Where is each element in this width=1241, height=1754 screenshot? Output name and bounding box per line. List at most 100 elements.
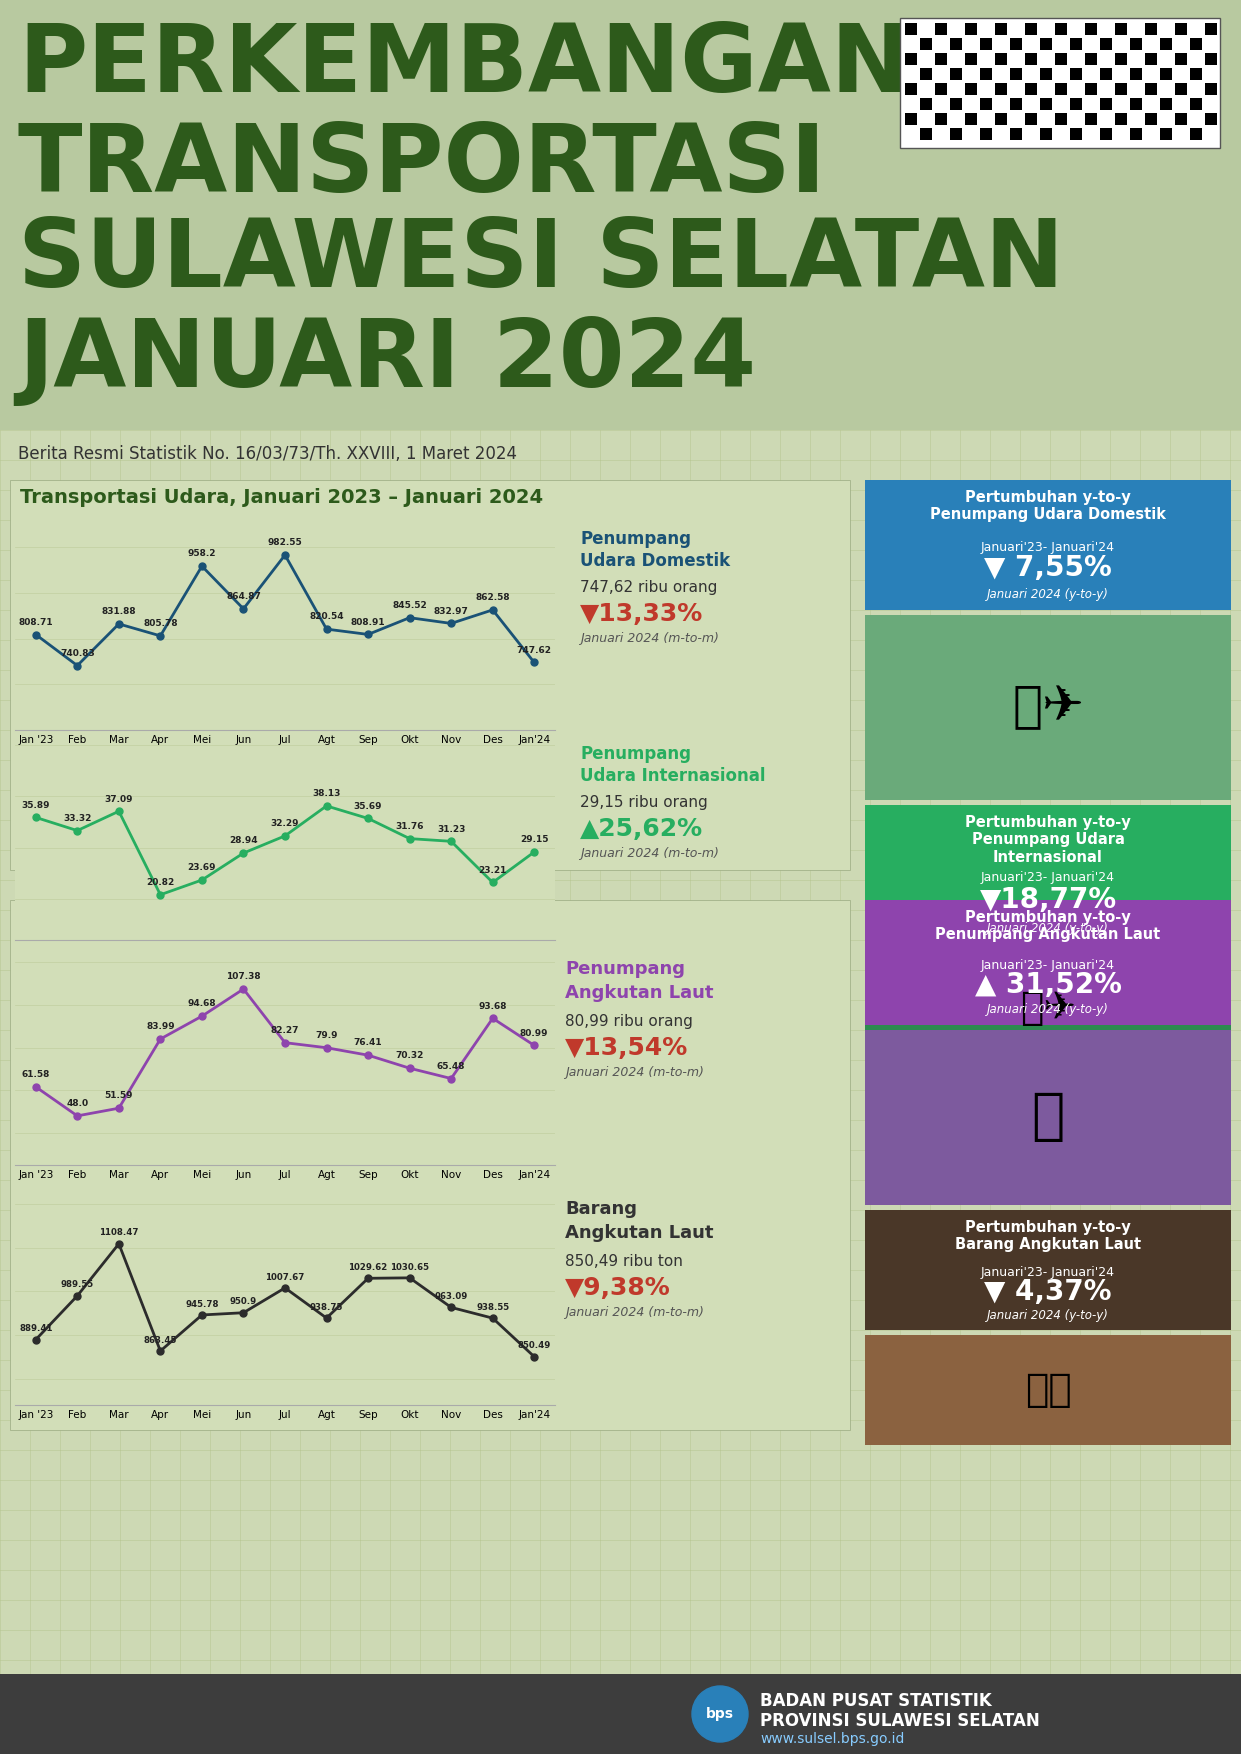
Text: 82.27: 82.27 — [271, 1026, 299, 1035]
Text: 845.52: 845.52 — [392, 602, 427, 610]
Text: 80,99 ribu orang: 80,99 ribu orang — [565, 1014, 692, 1030]
Text: Januari 2024 (m-to-m): Januari 2024 (m-to-m) — [565, 1307, 704, 1319]
Text: 963.09: 963.09 — [434, 1293, 468, 1301]
Text: SULAWESI SELATAN: SULAWESI SELATAN — [19, 216, 1064, 307]
Text: 958.2: 958.2 — [187, 549, 216, 558]
Text: Januari'23- Januari'24: Januari'23- Januari'24 — [980, 540, 1114, 554]
FancyBboxPatch shape — [1175, 53, 1186, 65]
Text: 808.91: 808.91 — [351, 617, 386, 626]
FancyBboxPatch shape — [905, 82, 917, 95]
FancyBboxPatch shape — [1205, 82, 1217, 95]
Text: 863.45: 863.45 — [144, 1335, 177, 1345]
Text: ▼9,38%: ▼9,38% — [565, 1275, 670, 1300]
Text: 61.58: 61.58 — [21, 1070, 50, 1079]
Text: ▼13,33%: ▼13,33% — [580, 602, 704, 626]
Text: Januari 2024 (y-to-y): Januari 2024 (y-to-y) — [987, 588, 1109, 602]
FancyBboxPatch shape — [865, 900, 1231, 1024]
FancyBboxPatch shape — [1145, 53, 1157, 65]
Text: TRANSPORTASI: TRANSPORTASI — [19, 119, 827, 212]
Text: 820.54: 820.54 — [309, 612, 344, 621]
FancyBboxPatch shape — [1070, 39, 1082, 51]
Text: 28.94: 28.94 — [230, 837, 258, 845]
FancyBboxPatch shape — [920, 98, 932, 111]
Text: 🚢📦: 🚢📦 — [1025, 1372, 1071, 1408]
Circle shape — [692, 1686, 748, 1742]
Text: 831.88: 831.88 — [102, 607, 137, 616]
FancyBboxPatch shape — [1175, 23, 1186, 35]
FancyBboxPatch shape — [1070, 68, 1082, 81]
FancyBboxPatch shape — [1160, 39, 1172, 51]
FancyBboxPatch shape — [10, 481, 850, 870]
Text: Penumpang: Penumpang — [580, 745, 691, 763]
Text: ▲ 31,52%: ▲ 31,52% — [974, 972, 1122, 1000]
Text: 80.99: 80.99 — [520, 1028, 549, 1038]
Text: JANUARI 2024: JANUARI 2024 — [19, 316, 756, 407]
Text: 805.78: 805.78 — [143, 619, 177, 628]
FancyBboxPatch shape — [1010, 39, 1023, 51]
Text: 32.29: 32.29 — [271, 819, 299, 828]
FancyBboxPatch shape — [1160, 128, 1172, 140]
Text: Januari 2024 (m-to-m): Januari 2024 (m-to-m) — [565, 1066, 704, 1079]
Text: 832.97: 832.97 — [433, 607, 469, 616]
FancyBboxPatch shape — [1131, 98, 1142, 111]
FancyBboxPatch shape — [1085, 53, 1097, 65]
Text: PROVINSI SULAWESI SELATAN: PROVINSI SULAWESI SELATAN — [759, 1712, 1040, 1729]
Text: ▼ 7,55%: ▼ 7,55% — [984, 554, 1112, 582]
FancyBboxPatch shape — [1190, 98, 1203, 111]
FancyBboxPatch shape — [951, 98, 962, 111]
FancyBboxPatch shape — [980, 128, 992, 140]
FancyBboxPatch shape — [1085, 112, 1097, 125]
FancyBboxPatch shape — [1055, 82, 1067, 95]
Text: Januari 2024 (y-to-y): Januari 2024 (y-to-y) — [987, 1003, 1109, 1017]
Text: PERKEMBANGAN: PERKEMBANGAN — [19, 19, 910, 112]
Text: 20.82: 20.82 — [146, 879, 175, 888]
Text: Pertumbuhan y-to-y
Penumpang Udara
Internasional: Pertumbuhan y-to-y Penumpang Udara Inter… — [965, 816, 1131, 865]
FancyBboxPatch shape — [920, 128, 932, 140]
Text: 37.09: 37.09 — [104, 795, 133, 803]
Text: 747,62 ribu orang: 747,62 ribu orang — [580, 581, 717, 595]
Text: 38.13: 38.13 — [313, 789, 341, 798]
Text: 70.32: 70.32 — [396, 1051, 424, 1061]
FancyBboxPatch shape — [905, 23, 917, 35]
Text: 29,15 ribu orang: 29,15 ribu orang — [580, 795, 707, 810]
Text: 950.9: 950.9 — [230, 1298, 257, 1307]
Text: Januari'23- Januari'24: Januari'23- Januari'24 — [980, 872, 1114, 884]
Text: 808.71: 808.71 — [19, 617, 53, 626]
FancyBboxPatch shape — [865, 805, 1231, 945]
Text: Januari 2024 (y-to-y): Januari 2024 (y-to-y) — [987, 921, 1109, 935]
FancyBboxPatch shape — [1160, 68, 1172, 81]
FancyBboxPatch shape — [1010, 128, 1023, 140]
FancyBboxPatch shape — [934, 82, 947, 95]
FancyBboxPatch shape — [0, 430, 1241, 1673]
Text: 🚢: 🚢 — [1031, 1091, 1065, 1145]
FancyBboxPatch shape — [965, 53, 977, 65]
FancyBboxPatch shape — [1131, 68, 1142, 81]
Text: Udara Domestik: Udara Domestik — [580, 553, 730, 570]
Text: Januari 2024 (m-to-m): Januari 2024 (m-to-m) — [580, 847, 719, 859]
FancyBboxPatch shape — [1114, 112, 1127, 125]
Text: 23.21: 23.21 — [479, 866, 506, 875]
Text: 23.69: 23.69 — [187, 863, 216, 872]
Text: 94.68: 94.68 — [187, 1000, 216, 1009]
FancyBboxPatch shape — [865, 1335, 1231, 1445]
FancyBboxPatch shape — [951, 39, 962, 51]
Text: ▼13,54%: ▼13,54% — [565, 1037, 689, 1059]
FancyBboxPatch shape — [1070, 98, 1082, 111]
Text: 1029.62: 1029.62 — [349, 1263, 387, 1272]
FancyBboxPatch shape — [865, 1030, 1231, 1205]
Text: 29.15: 29.15 — [520, 835, 549, 844]
Text: Udara Internasional: Udara Internasional — [580, 766, 766, 786]
Text: 982.55: 982.55 — [268, 538, 303, 547]
FancyBboxPatch shape — [1145, 23, 1157, 35]
FancyBboxPatch shape — [1055, 112, 1067, 125]
FancyBboxPatch shape — [1114, 82, 1127, 95]
Text: 31.23: 31.23 — [437, 824, 465, 833]
Text: 938.55: 938.55 — [477, 1303, 509, 1312]
Text: Angkutan Laut: Angkutan Laut — [565, 984, 714, 1002]
Text: 864.87: 864.87 — [226, 593, 261, 602]
FancyBboxPatch shape — [1205, 23, 1217, 35]
Text: www.sulsel.bps.go.id: www.sulsel.bps.go.id — [759, 1731, 905, 1745]
Text: Transportasi Udara, Januari 2023 – Januari 2024: Transportasi Udara, Januari 2023 – Janua… — [20, 488, 544, 507]
FancyBboxPatch shape — [900, 18, 1220, 147]
Text: Januari'23- Januari'24: Januari'23- Januari'24 — [980, 1266, 1114, 1279]
